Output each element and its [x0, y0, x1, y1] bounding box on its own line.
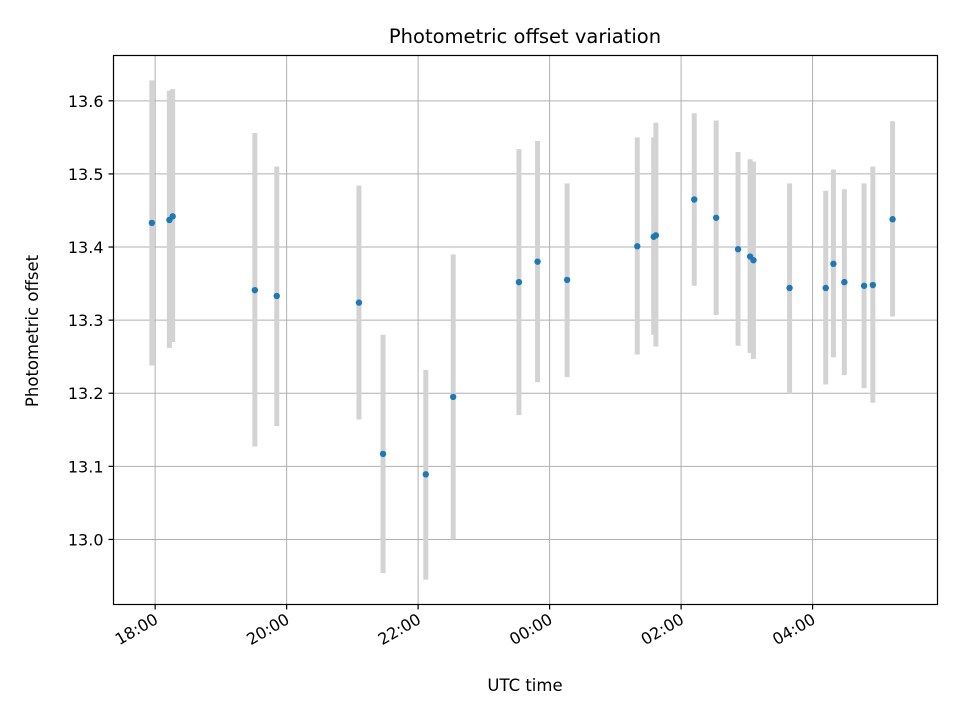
chart-title: Photometric offset variation [389, 25, 661, 48]
data-point [148, 219, 156, 227]
y-tick-label: 13.2 [68, 384, 104, 403]
data-point [860, 282, 868, 289]
data-point [563, 276, 571, 284]
data-point [822, 284, 829, 292]
data-point [691, 196, 698, 203]
data-points [148, 196, 896, 478]
y-axis-ticks: 13.0 13.1 13.2 13.3 13.4 13.5 13.6 [68, 92, 114, 549]
y-tick-label: 13.6 [68, 92, 104, 111]
data-point [273, 292, 280, 300]
plot-frame [112, 54, 939, 606]
y-tick-label: 13.4 [68, 238, 104, 257]
data-point [652, 232, 660, 239]
data-point [841, 278, 848, 286]
data-point [355, 299, 363, 306]
y-tick-label: 13.0 [68, 530, 104, 549]
grid [113, 55, 938, 605]
data-point [169, 213, 176, 220]
data-point [251, 286, 259, 294]
data-point [830, 260, 837, 268]
y-axis-title: Photometric offset [23, 254, 42, 407]
data-point [869, 281, 877, 289]
data-point [712, 214, 720, 221]
x-axis-title: UTC time [487, 676, 562, 695]
data-point [634, 243, 641, 250]
data-point [734, 246, 742, 253]
data-point [422, 471, 429, 478]
data-point [379, 450, 387, 458]
y-tick-label: 13.5 [68, 165, 104, 184]
data-point [786, 284, 793, 292]
y-tick-label: 13.3 [68, 311, 104, 330]
data-point [534, 258, 541, 265]
y-tick-label: 13.1 [68, 457, 104, 476]
data-point [449, 393, 457, 401]
data-point [750, 256, 757, 264]
data-point [889, 216, 896, 223]
data-point [515, 278, 523, 286]
